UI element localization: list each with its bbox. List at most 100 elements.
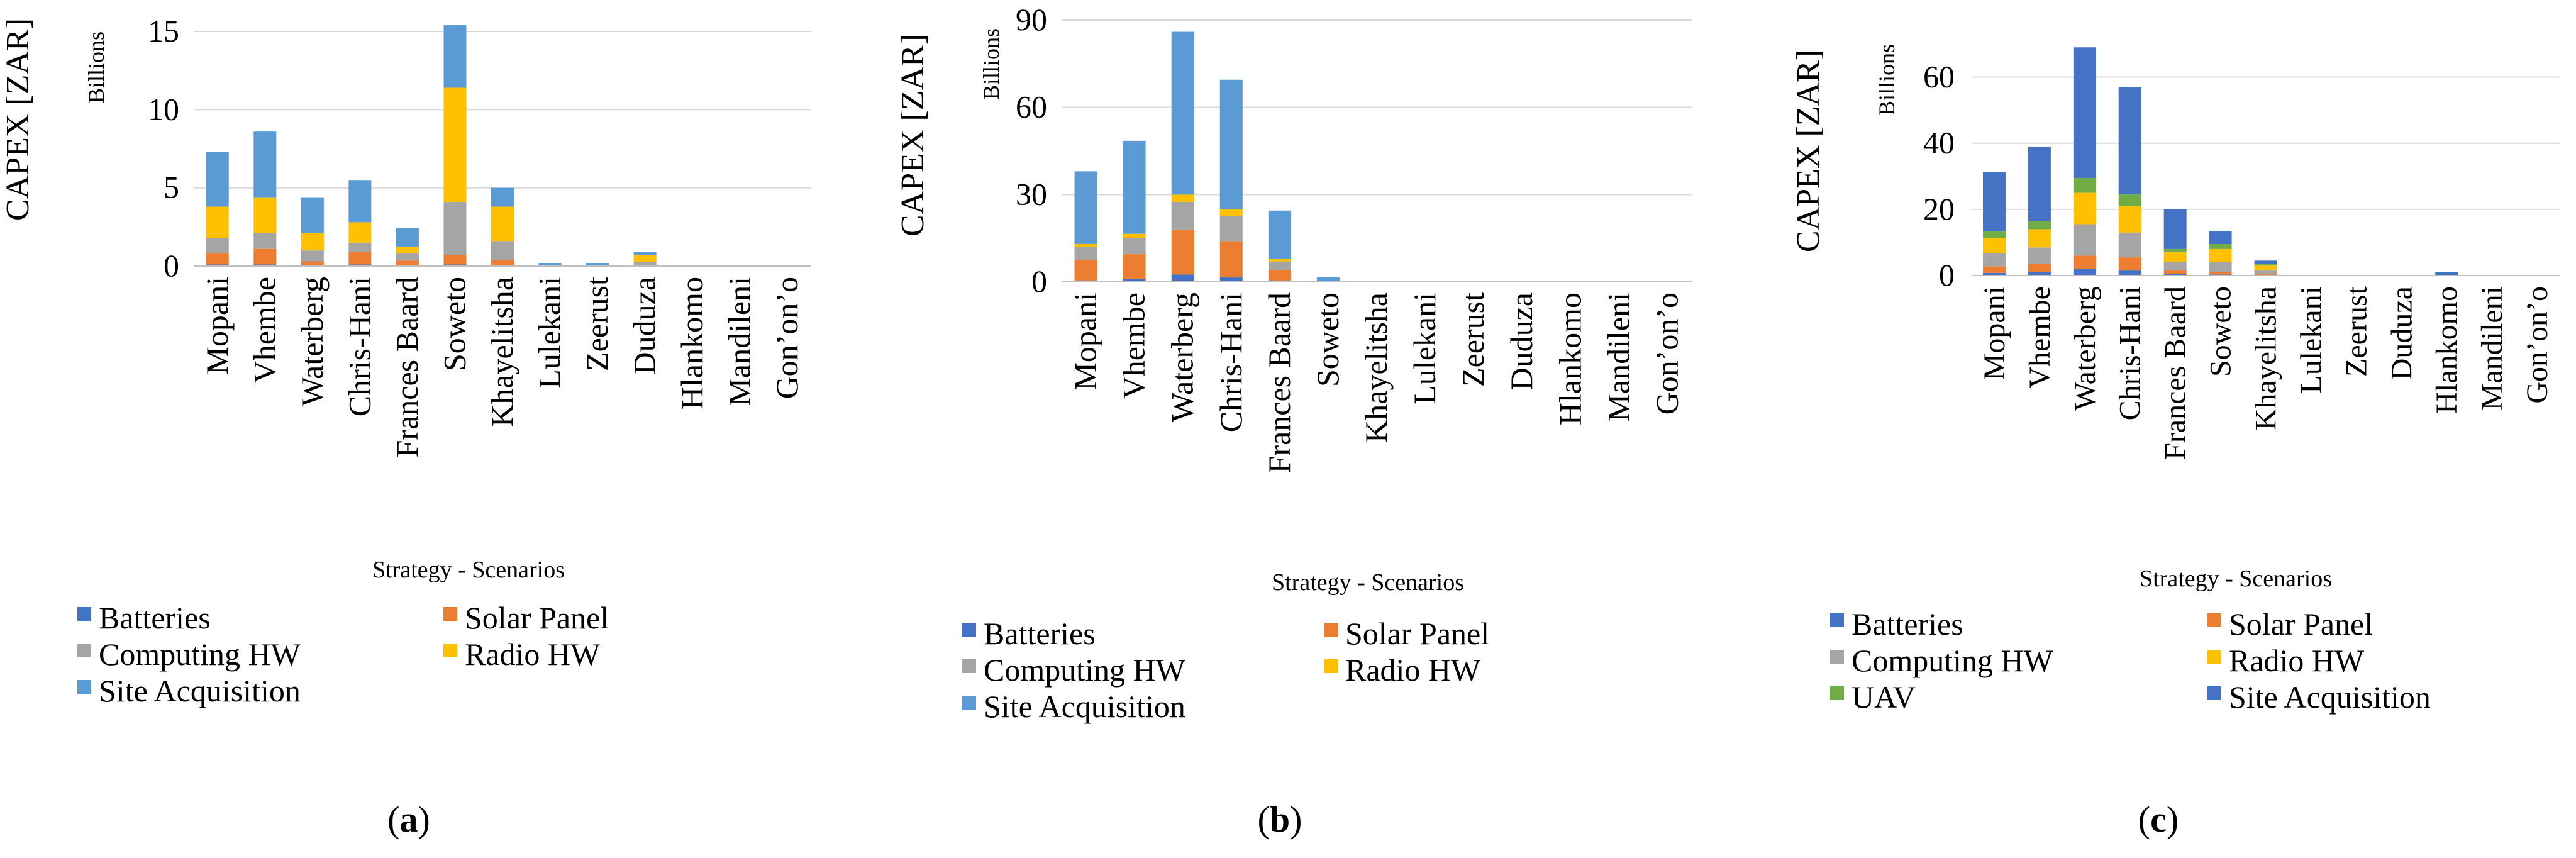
legend-item-uav: UAV [1830, 679, 1916, 715]
x-tick-label: Waterberg [1165, 292, 1200, 422]
bar-segment-solar-panel-frances-baard [1268, 270, 1291, 281]
bar-segment-computing-hw-vhembe [2028, 247, 2051, 264]
bar-segment-site-acquisition-waterberg [2073, 47, 2096, 178]
bar-segment-site-acquisition-chris-hani [2118, 87, 2141, 195]
bar-segment-batteries-mopani [206, 264, 229, 266]
legend-item-batteries: Batteries [1830, 606, 1963, 642]
bar-segment-computing-hw-waterberg [2073, 224, 2096, 256]
bar-segment-computing-hw-chris-hani [1219, 216, 1243, 242]
legend-swatch [443, 607, 457, 621]
x-axis-label: Strategy - Scenarios [1272, 569, 1464, 596]
bar-segment-radio-hw-waterberg [301, 233, 324, 251]
legend-item-solar-panel: Solar Panel [1324, 616, 1489, 651]
bar-segment-batteries-soweto [443, 264, 467, 266]
bar-segment-radio-hw-khayelitsha [2254, 265, 2277, 271]
legend-swatch [77, 680, 91, 694]
bar-segment-uav-vhembe [2028, 221, 2051, 230]
x-tick-label: Waterberg [294, 277, 330, 406]
bar-segment-computing-hw-mopani [1982, 253, 2006, 267]
legend-item-computing-hw: Computing HW [77, 637, 301, 672]
bar-segment-solar-panel-mopani [1982, 266, 2006, 273]
legend-swatch [1830, 686, 1844, 700]
x-tick-label: Frances Baard [389, 277, 425, 457]
bar-segment-site-acquisition-khayelitsha [491, 187, 514, 207]
legend-label: Site Acquisition [99, 673, 301, 708]
bar-segment-radio-hw-vhembe [253, 197, 277, 233]
bar-segment-site-acquisition-soweto [443, 25, 467, 88]
bar-segment-site-acquisition-hlankomo [2435, 272, 2458, 276]
bar-segment-computing-hw-frances-baard [2163, 262, 2187, 271]
bar-segment-site-acquisition-mopani [1074, 171, 1097, 244]
legend-item-radio-hw: Radio HW [443, 637, 601, 672]
bar-segment-batteries-mopani [1074, 280, 1097, 282]
bar-segment-uav-mopani [1982, 231, 2006, 238]
legend-label: Batteries [99, 600, 211, 635]
y-tick-label: 0 [1939, 257, 1955, 292]
bar-segment-radio-hw-vhembe [1123, 233, 1146, 238]
x-tick-label: Mopani [1068, 292, 1103, 391]
x-tick-label: Hlankomo [1552, 292, 1587, 425]
bar-segment-site-acquisition-vhembe [1123, 140, 1146, 234]
legend-item-computing-hw: Computing HW [962, 652, 1186, 688]
x-tick-label: Vhembe [1116, 292, 1152, 399]
x-axis-label: Strategy - Scenarios [372, 557, 565, 583]
bar-segment-solar-panel-mopani [1074, 260, 1097, 281]
legend-label: Site Acquisition [2229, 679, 2431, 715]
bar-segment-batteries-frances-baard [1268, 280, 1291, 282]
bar-segment-computing-hw-frances-baard [396, 254, 419, 261]
legend-swatch [962, 659, 976, 673]
x-tick-label: Frances Baard [1262, 292, 1297, 473]
bar-segment-computing-hw-mopani [206, 238, 229, 254]
x-tick-label: Mandileni [1601, 292, 1636, 422]
bar-segment-batteries-vhembe [1123, 279, 1146, 282]
bar-segment-site-acquisition-vhembe [2028, 146, 2051, 221]
x-tick-label: Soweto [1310, 292, 1345, 387]
x-tick-label: Zeerust [1455, 292, 1491, 387]
legend-item-radio-hw: Radio HW [1324, 652, 1481, 688]
bar-segment-solar-panel-frances-baard [2163, 270, 2187, 274]
bar-segment-batteries-mopani [1982, 272, 2006, 276]
bar-segment-computing-hw-soweto [2209, 262, 2232, 272]
y-tick-label: 0 [1031, 264, 1047, 299]
bar-segment-solar-panel-chris-hani [2118, 257, 2141, 271]
bar-segment-batteries-chris-hani [1219, 277, 1243, 282]
bar-segment-radio-hw-waterberg [2073, 192, 2096, 225]
x-tick-label: Chris-Hani [2114, 286, 2147, 420]
y-tick-label: 40 [1923, 125, 1955, 160]
bar-segment-radio-hw-waterberg [1171, 194, 1194, 202]
legend-swatch [77, 607, 91, 621]
bar-segment-solar-panel-soweto [443, 255, 467, 265]
legend-label: Computing HW [984, 652, 1186, 688]
legend-swatch [2207, 650, 2221, 664]
x-tick-label: Zeerust [579, 277, 614, 371]
bar-segment-computing-hw-waterberg [1171, 201, 1194, 230]
legend-item-site-acquisition: Site Acquisition [962, 689, 1185, 724]
legend-item-site-acquisition: Site Acquisition [77, 673, 301, 708]
bar-segment-site-acquisition-mopani [1982, 172, 2006, 232]
x-tick-label: Mandileni [2475, 286, 2509, 410]
chart-panel-a: 0 5 10 15 CAPEX [ZAR] Billions Mopani Vhembe Wat… [0, 13, 811, 840]
legend-swatch [2207, 613, 2221, 627]
legend-label: Site Acquisition [984, 689, 1185, 724]
legend-label: Radio HW [2229, 643, 2365, 678]
y-unit-label: Billions [1874, 44, 1899, 116]
legend-label: Solar Panel [465, 600, 609, 635]
bar-segment-uav-chris-hani [2118, 194, 2141, 206]
panel-label: (a) [387, 799, 430, 840]
bar-segment-site-acquisition-frances-baard [1268, 210, 1291, 259]
y-axis-label: CAPEX [ZAR] [1790, 50, 1826, 252]
bar-segment-computing-hw-duduza [633, 262, 657, 265]
bar-segment-radio-hw-soweto [443, 87, 467, 203]
y-unit-label: Billions [979, 28, 1004, 100]
x-tick-label: Soweto [436, 277, 472, 371]
bar-segment-uav-frances-baard [2163, 248, 2187, 253]
bar-segment-batteries-waterberg [2073, 269, 2096, 276]
x-tick-label: Lulekani [2294, 286, 2328, 394]
x-axis-label: Strategy - Scenarios [2140, 566, 2332, 592]
bar-segment-computing-hw-mopani [1074, 247, 1097, 260]
bar-segment-site-acquisition-frances-baard [396, 228, 419, 247]
y-tick-label: 90 [1016, 2, 1047, 37]
x-tick-label: Gon’on’o [769, 277, 804, 399]
panel-label: (c) [2138, 799, 2179, 840]
bar-segment-site-acquisition-waterberg [301, 197, 324, 233]
